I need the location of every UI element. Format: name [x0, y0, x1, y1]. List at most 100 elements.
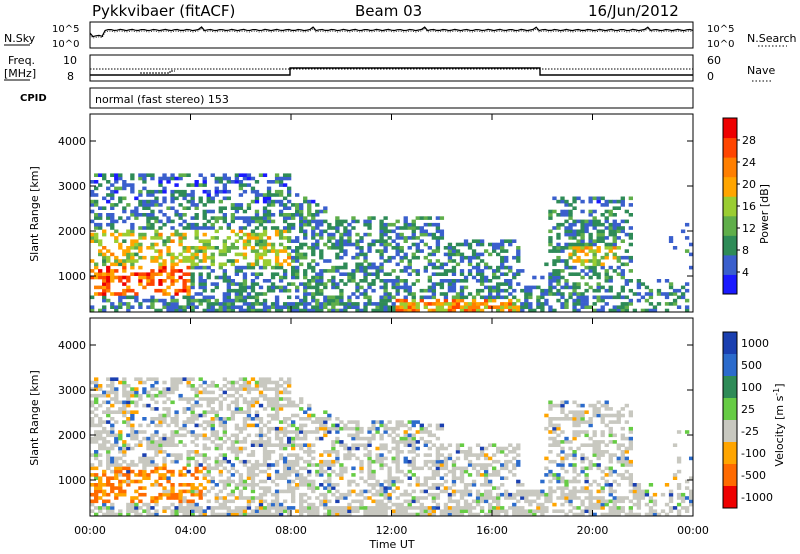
- heatmap-cell: [371, 263, 375, 267]
- heatmap-cell: [609, 246, 613, 250]
- heatmap-cell: [223, 457, 227, 461]
- heatmap-cell: [110, 223, 114, 227]
- heatmap-cell: [291, 447, 295, 451]
- heatmap-cell: [227, 447, 231, 451]
- heatmap-cell: [400, 226, 404, 230]
- heatmap-cell: [512, 457, 516, 461]
- heatmap-cell: [166, 220, 170, 224]
- heatmap-cell: [552, 404, 556, 408]
- heatmap-cell: [339, 249, 343, 253]
- heatmap-cell: [556, 276, 560, 280]
- heatmap-cell: [98, 460, 102, 464]
- heatmap-cell: [605, 276, 609, 280]
- heatmap-cell: [653, 493, 657, 497]
- heatmap-cell: [572, 486, 576, 490]
- heatmap-cell: [162, 434, 166, 438]
- heatmap-cell: [359, 236, 363, 240]
- heatmap-cell: [154, 289, 158, 293]
- heatmap-cell: [267, 289, 271, 293]
- heatmap-cell: [287, 282, 291, 286]
- heatmap-cell: [263, 384, 267, 388]
- heatmap-cell: [207, 467, 211, 471]
- heatmap-cell: [255, 467, 259, 471]
- heatmap-cell: [283, 430, 287, 434]
- colorbar-swatch: [723, 442, 737, 465]
- heatmap-cell: [396, 470, 400, 474]
- heatmap-cell: [303, 443, 307, 447]
- heatmap-cell: [195, 223, 199, 227]
- heatmap-cell: [215, 414, 219, 418]
- heatmap-cell: [182, 427, 186, 431]
- heatmap-cell: [359, 470, 363, 474]
- heatmap-cell: [359, 239, 363, 243]
- heatmap-cell: [576, 434, 580, 438]
- heatmap-cell: [404, 266, 408, 270]
- heatmap-cell: [685, 509, 689, 513]
- heatmap-cell: [170, 430, 174, 434]
- heatmap-cell: [174, 210, 178, 214]
- heatmap-cell: [371, 500, 375, 504]
- heatmap-cell: [255, 272, 259, 276]
- heatmap-cell: [331, 463, 335, 467]
- heatmap-cell: [424, 289, 428, 293]
- heatmap-cell: [191, 414, 195, 418]
- heatmap-cell: [584, 289, 588, 293]
- heatmap-cell: [219, 503, 223, 507]
- heatmap-cell: [235, 246, 239, 250]
- heatmap-cell: [247, 233, 251, 237]
- heatmap-cell: [295, 457, 299, 461]
- heatmap-cell: [219, 417, 223, 421]
- heatmap-cell: [476, 500, 480, 504]
- freq-panel: Freq. [MHz] 10 8 60 0 Nave: [4, 54, 775, 83]
- heatmap-cell: [158, 210, 162, 214]
- heatmap-cell: [118, 430, 122, 434]
- heatmap-cell: [500, 249, 504, 253]
- heatmap-cell: [500, 506, 504, 510]
- heatmap-cell: [195, 463, 199, 467]
- heatmap-cell: [500, 296, 504, 300]
- heatmap-cell: [323, 424, 327, 428]
- heatmap-cell: [416, 236, 420, 240]
- heatmap-cell: [154, 377, 158, 381]
- heatmap-cell: [90, 503, 94, 507]
- heatmap-cell: [355, 427, 359, 431]
- heatmap-cell: [637, 299, 641, 303]
- heatmap-cell: [211, 236, 215, 240]
- heatmap-cell: [323, 230, 327, 234]
- heatmap-cell: [114, 410, 118, 414]
- heatmap-cell: [396, 457, 400, 461]
- heatmap-cell: [126, 296, 130, 300]
- heatmap-cell: [275, 256, 279, 260]
- heatmap-cell: [259, 434, 263, 438]
- heatmap-cell: [307, 483, 311, 487]
- heatmap-cell: [593, 440, 597, 444]
- heatmap-cell: [568, 256, 572, 260]
- heatmap-cell: [162, 381, 166, 385]
- heatmap-cell: [263, 305, 267, 309]
- heatmap-cell: [315, 210, 319, 214]
- heatmap-cell: [548, 279, 552, 283]
- heatmap-cell: [601, 299, 605, 303]
- heatmap-cell: [436, 483, 440, 487]
- heatmap-cell: [448, 269, 452, 273]
- heatmap-cell: [279, 404, 283, 408]
- heatmap-cell: [243, 509, 247, 513]
- heatmap-cell: [512, 302, 516, 306]
- heatmap-cell: [243, 417, 247, 421]
- heatmap-cell: [508, 243, 512, 247]
- heatmap-cell: [267, 203, 271, 207]
- heatmap-cell: [299, 302, 303, 306]
- heatmap-cell: [207, 473, 211, 477]
- heatmap-cell: [138, 486, 142, 490]
- heatmap-cell: [275, 493, 279, 497]
- heatmap-cell: [142, 417, 146, 421]
- heatmap-cell: [593, 239, 597, 243]
- heatmap-cell: [227, 276, 231, 280]
- heatmap-cell: [231, 246, 235, 250]
- heatmap-cell: [299, 226, 303, 230]
- heatmap-cell: [251, 467, 255, 471]
- heatmap-cell: [267, 216, 271, 220]
- heatmap-cell: [150, 210, 154, 214]
- heatmap-cell: [440, 460, 444, 464]
- heatmap-cell: [617, 420, 621, 424]
